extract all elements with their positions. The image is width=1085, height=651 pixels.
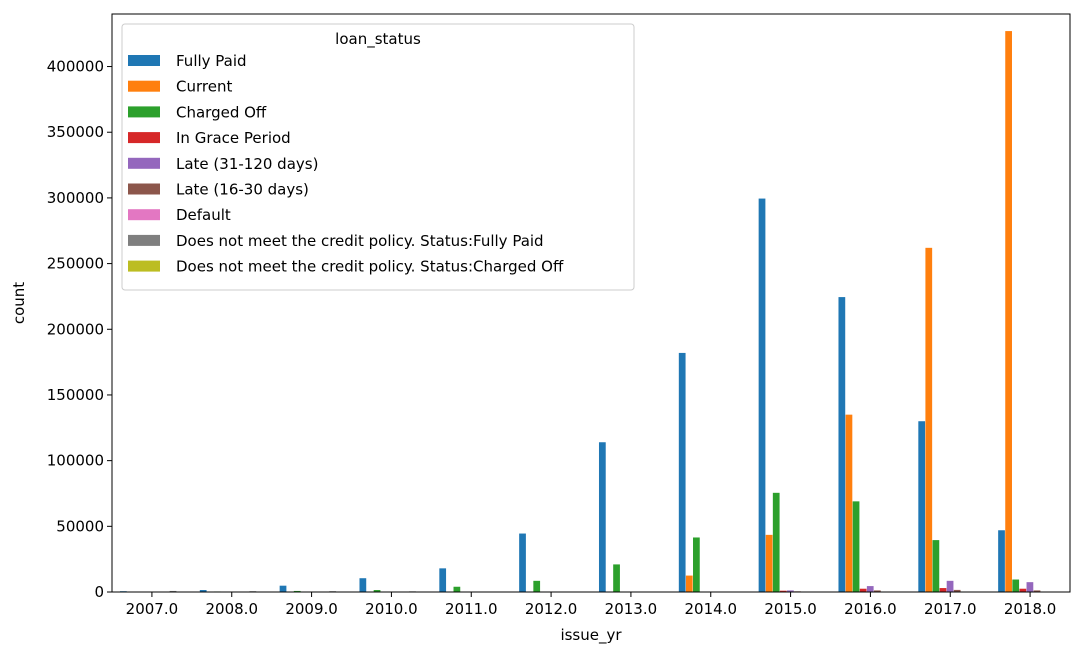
y-tick-label: 0 [94, 583, 104, 601]
y-tick-label: 300000 [47, 189, 104, 207]
bar [779, 590, 787, 592]
bar [925, 247, 933, 592]
legend-swatch [128, 209, 160, 221]
legend-swatch [128, 132, 160, 144]
y-tick-label: 100000 [47, 452, 104, 470]
legend-swatch [128, 106, 160, 118]
bar [1005, 31, 1012, 592]
bar [678, 352, 686, 592]
x-tick-label: 2018.0 [1004, 600, 1057, 618]
bar [845, 414, 853, 592]
bar [939, 588, 947, 592]
bar [685, 575, 693, 592]
legend-label: Fully Paid [176, 52, 247, 70]
y-axis-label: count [10, 282, 28, 324]
bar [533, 580, 541, 592]
bar [918, 421, 926, 592]
bar [866, 586, 874, 592]
bar [373, 590, 381, 592]
x-tick-label: 2013.0 [605, 600, 658, 618]
legend-title: loan_status [335, 30, 421, 49]
x-tick-label: 2015.0 [764, 600, 817, 618]
legend-swatch [128, 55, 160, 66]
bar [1033, 590, 1041, 592]
legend-swatch [128, 80, 160, 92]
legend-swatch [128, 157, 160, 169]
bar [199, 590, 207, 592]
bar [838, 297, 846, 592]
y-tick-label: 150000 [47, 386, 104, 404]
bar [859, 588, 867, 592]
bar [439, 568, 447, 592]
x-tick-label: 2010.0 [365, 600, 418, 618]
bar [519, 533, 526, 592]
bar [946, 580, 954, 592]
legend-label: In Grace Period [176, 129, 291, 147]
bar [293, 590, 301, 592]
legend: loan_status Fully Paid Current Charged Off… [121, 23, 635, 291]
bar [772, 492, 780, 592]
legend-swatch [128, 183, 160, 195]
legend-box [121, 23, 635, 291]
bar [758, 198, 766, 592]
x-tick-label: 2016.0 [844, 600, 897, 618]
bar [359, 578, 367, 592]
legend-label: Default [176, 206, 231, 224]
plot-frame [111, 13, 1071, 593]
x-tick-label: 2009.0 [285, 600, 338, 618]
bar [613, 564, 620, 592]
bar [453, 586, 461, 592]
bar [932, 540, 940, 592]
legend-label: Late (16-30 days) [176, 181, 309, 199]
legend-label: Current [176, 78, 232, 96]
y-tick-label: 50000 [56, 517, 104, 535]
bar [1019, 588, 1027, 592]
legend-label: Charged Off [176, 103, 267, 121]
bar [279, 585, 287, 592]
y-tick-label: 200000 [47, 320, 104, 338]
y-tick-label: 400000 [47, 58, 104, 76]
y-tick-label: 250000 [47, 255, 104, 273]
bar [765, 534, 773, 592]
y-axis: 0 50000 100000 150000 200000 250000 300000 3500… [47, 58, 112, 601]
legend-label: Does not meet the credit policy. Status:… [176, 258, 564, 276]
bar [787, 590, 794, 592]
x-tick-label: 2008.0 [206, 600, 259, 618]
bar [693, 537, 700, 592]
bar [998, 530, 1005, 592]
bar [1026, 582, 1034, 592]
bar [953, 589, 961, 592]
bar [852, 501, 860, 592]
x-tick-label: 2012.0 [525, 600, 578, 618]
x-tick-label: 2017.0 [924, 600, 977, 618]
legend-label: Does not meet the credit policy. Status:… [176, 232, 544, 250]
x-tick-label: 2007.0 [126, 600, 179, 618]
x-axis: 2007.0 2008.0 2009.0 2010.0 2011.0 2012.0 2013… [126, 592, 1057, 618]
bar [1012, 579, 1020, 592]
bars-layer [119, 31, 1041, 592]
y-tick-label: 350000 [47, 123, 104, 141]
legend-swatch [128, 260, 160, 272]
bar [873, 590, 881, 592]
x-axis-label: issue_yr [560, 626, 622, 645]
x-tick-label: 2011.0 [445, 600, 498, 618]
bar [169, 590, 177, 592]
bar [598, 442, 606, 592]
legend-swatch [128, 234, 160, 246]
legend-label: Late (31-120 days) [176, 155, 318, 173]
x-tick-label: 2014.0 [685, 600, 738, 618]
